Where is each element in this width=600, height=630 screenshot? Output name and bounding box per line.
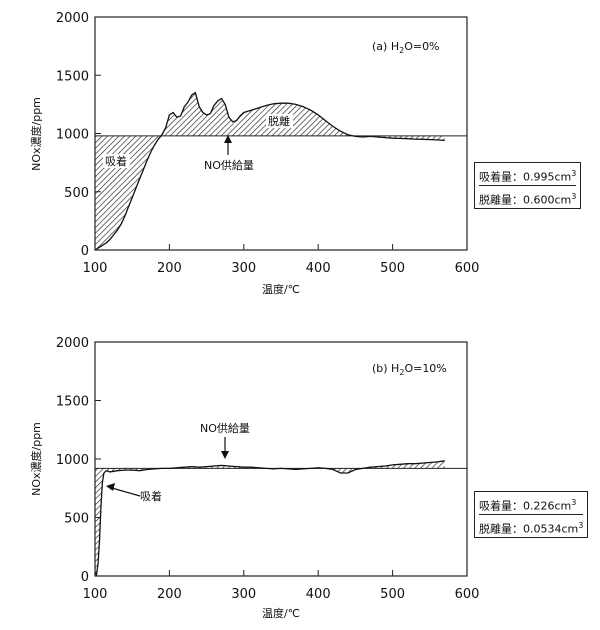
chart-a-hatched-area — [95, 92, 445, 250]
chart-a-xtick-label: 300 — [231, 261, 256, 276]
chart-a-ytick-label: 2000 — [56, 11, 89, 26]
chart-b-ytick-label: 1500 — [56, 395, 89, 410]
chart-b-ytick-label: 500 — [64, 512, 89, 527]
chart-a-ytick-label: 0 — [81, 244, 89, 259]
chart-b-x-ticks: 100 200 300 400 500 600 — [83, 570, 480, 602]
chart-b-hatched-area — [95, 460, 445, 575]
chart-b-result-box: 吸着量：0.226cm3 脱離量：0.0534cm3 — [474, 491, 589, 538]
chart-b-ytick-label: 0 — [81, 570, 89, 585]
chart-a-adsorption-label: 吸着 — [105, 154, 127, 168]
chart-a-y-ticks: 0 500 1000 1500 2000 — [56, 11, 101, 259]
chart-a-series-line — [94, 91, 445, 251]
chart-b-adsorption-arrow — [111, 487, 141, 497]
chart-b-title: (b) H2O=10% — [372, 362, 447, 377]
chart-b-desorbed-amount: 脱離量：0.0534cm3 — [479, 514, 584, 537]
chart-b-series-line — [94, 460, 445, 577]
chart-b-xtick-label: 300 — [231, 587, 256, 602]
chart-b-xtick-label: 200 — [157, 587, 182, 602]
chart-b-adsorption-arrowhead — [106, 483, 115, 491]
chart-a-xlabel: 温度/℃ — [262, 282, 300, 296]
chart-b: 0 500 1000 1500 2000 100 200 300 400 500 600 (b) … — [29, 336, 479, 620]
chart-a-x-ticks: 100 200 300 400 500 600 — [83, 244, 480, 276]
chart-a-xtick-label: 600 — [455, 261, 480, 276]
chart-a-desorption-label: 脱離 — [268, 114, 290, 128]
chart-b-xtick-label: 500 — [380, 587, 405, 602]
chart-a-xtick-label: 100 — [83, 261, 108, 276]
chart-a-result-box: 吸着量：0.995cm3 脱離量：0.600cm3 — [474, 162, 582, 209]
chart-a-title: (a) H2O=0% — [372, 40, 440, 55]
chart-a-ylabel: NOx濃度/ppm — [29, 97, 43, 171]
chart-b-xlabel: 温度/℃ — [262, 606, 300, 620]
chart-b-supply-arrowhead — [221, 451, 229, 459]
chart-b-adsorption-label: 吸着 — [140, 489, 162, 503]
chart-a-xtick-label: 200 — [157, 261, 182, 276]
chart-a-xtick-label: 500 — [380, 261, 405, 276]
chart-a-ytick-label: 1500 — [56, 69, 89, 84]
chart-b-xtick-label: 600 — [455, 587, 480, 602]
chart-b-xtick-label: 100 — [83, 587, 108, 602]
chart-b-y-ticks: 0 500 1000 1500 2000 — [56, 336, 101, 585]
chart-b-adsorbed-amount: 吸着量：0.226cm3 — [479, 498, 577, 513]
chart-a-ytick-label: 500 — [64, 186, 89, 201]
chart-b-plot-frame — [94, 341, 468, 577]
chart-a-desorbed-amount: 脱離量：0.600cm3 — [479, 185, 577, 208]
chart-a-adsorbed-amount: 吸着量：0.995cm3 — [479, 169, 577, 184]
chart-a-ytick-label: 1000 — [56, 128, 89, 143]
chart-a-areas — [95, 92, 445, 250]
chart-b-areas — [95, 460, 445, 575]
chart-b-supply-label: NO供給量 — [200, 421, 250, 435]
chart-a: 0 500 1000 1500 2000 100 200 300 400 500 600 (a) … — [29, 11, 479, 296]
chart-a-desorption-label-bg — [266, 114, 293, 128]
chart-a-supply-arrowhead — [224, 135, 232, 143]
chart-b-ylabel: NOx濃度/ppm — [29, 422, 43, 496]
chart-a-xtick-label: 400 — [306, 261, 331, 276]
chart-a-adsorption-label-bg — [103, 154, 130, 168]
chart-b-xtick-label: 400 — [306, 587, 331, 602]
chart-b-ytick-label: 1000 — [56, 453, 89, 468]
chart-b-ytick-label: 2000 — [56, 336, 89, 351]
chart-a-supply-label: NO供給量 — [204, 158, 254, 172]
